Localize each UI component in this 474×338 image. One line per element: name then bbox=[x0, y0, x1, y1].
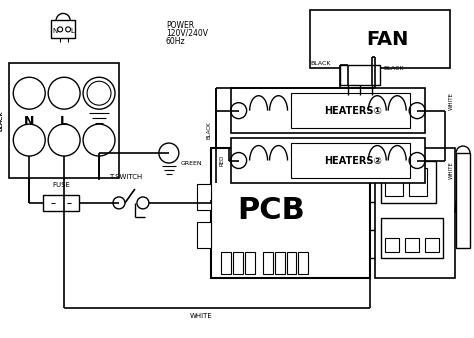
Bar bbox=[245, 252, 255, 274]
Text: L: L bbox=[60, 115, 68, 128]
Text: PCB: PCB bbox=[237, 196, 305, 225]
Bar bbox=[211, 148, 370, 278]
Text: BLACK: BLACK bbox=[206, 122, 211, 139]
Text: FAN: FAN bbox=[366, 30, 409, 49]
Text: WHITE: WHITE bbox=[448, 162, 454, 179]
Bar bbox=[299, 252, 309, 274]
Text: POWER: POWER bbox=[166, 21, 194, 30]
Bar bbox=[197, 184, 211, 210]
Bar bbox=[409, 168, 427, 196]
Bar bbox=[197, 222, 211, 248]
Text: BLACK: BLACK bbox=[0, 111, 4, 131]
Bar bbox=[231, 138, 425, 183]
Bar bbox=[291, 143, 410, 178]
Text: RED: RED bbox=[219, 155, 224, 166]
Bar bbox=[291, 93, 410, 128]
Bar bbox=[286, 252, 297, 274]
Bar bbox=[385, 238, 399, 252]
Bar bbox=[425, 238, 439, 252]
Bar bbox=[375, 148, 455, 278]
Bar bbox=[263, 252, 273, 274]
Bar bbox=[405, 238, 419, 252]
Text: 60Hz: 60Hz bbox=[166, 37, 185, 46]
Text: HEATERS②: HEATERS② bbox=[325, 155, 382, 166]
Text: L: L bbox=[70, 28, 74, 34]
Bar bbox=[274, 252, 284, 274]
Text: 120V/240V: 120V/240V bbox=[166, 29, 208, 38]
Bar bbox=[233, 252, 243, 274]
Bar bbox=[51, 20, 75, 39]
Text: N: N bbox=[24, 115, 35, 128]
Text: WHITE: WHITE bbox=[190, 313, 212, 319]
Bar bbox=[9, 63, 119, 178]
Text: N: N bbox=[53, 28, 58, 34]
Text: FUSE: FUSE bbox=[52, 182, 70, 188]
Bar bbox=[340, 65, 380, 85]
Bar bbox=[385, 168, 403, 196]
Bar bbox=[310, 10, 450, 68]
Text: WHITE: WHITE bbox=[448, 92, 454, 110]
Text: T-SWITCH: T-SWITCH bbox=[109, 174, 143, 180]
Text: BLACK: BLACK bbox=[383, 66, 403, 71]
Bar bbox=[456, 153, 470, 248]
Bar bbox=[231, 88, 425, 133]
Text: BLACK: BLACK bbox=[310, 61, 331, 66]
Bar bbox=[381, 161, 436, 203]
Text: GREEN: GREEN bbox=[181, 161, 202, 166]
Bar bbox=[221, 252, 231, 274]
Text: BLACK: BLACK bbox=[0, 111, 4, 131]
Bar bbox=[43, 195, 79, 211]
Bar bbox=[381, 218, 443, 258]
Text: HEATERS①: HEATERS① bbox=[325, 106, 382, 116]
